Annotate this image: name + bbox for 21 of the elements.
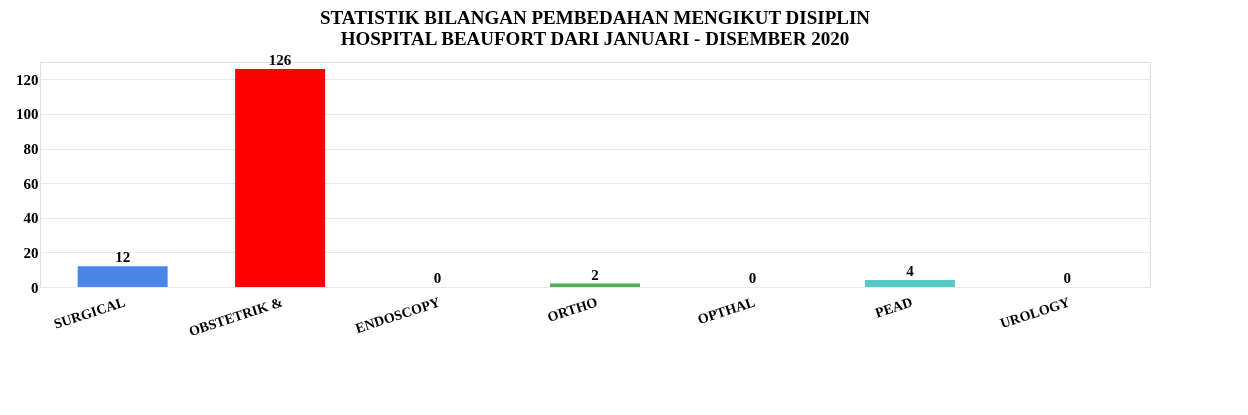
y-tick-label: 120 — [16, 71, 39, 88]
bar — [77, 266, 168, 287]
data-label: 4 — [906, 263, 915, 280]
x-tick-label: PEAD — [873, 294, 915, 321]
data-label: 0 — [748, 270, 757, 286]
text: HOSPITAL BEAUFORT DARI JANUARI - DISEMBER 2020 — [340, 27, 850, 49]
bar — [235, 68, 326, 287]
y-tick-label: 60 — [23, 175, 39, 192]
y-tick-label: 0 — [31, 279, 39, 296]
bar — [864, 280, 955, 287]
data-label: 2 — [591, 266, 599, 283]
text: STATISTIK BILANGAN PEMBEDAHAN MENGIKUT DISIPLIN — [319, 6, 871, 28]
data-label: 126 — [268, 51, 292, 68]
data-label: 12 — [115, 249, 131, 266]
data-label: 0 — [1063, 270, 1072, 286]
y-tick-label: 100 — [16, 106, 39, 123]
y-tick-label: 20 — [23, 244, 39, 261]
y-tick-label: 80 — [23, 141, 39, 158]
data-label: 0 — [433, 270, 442, 286]
x-tick-label: ORTHO — [545, 294, 600, 325]
y-tick-label: 40 — [23, 210, 39, 227]
